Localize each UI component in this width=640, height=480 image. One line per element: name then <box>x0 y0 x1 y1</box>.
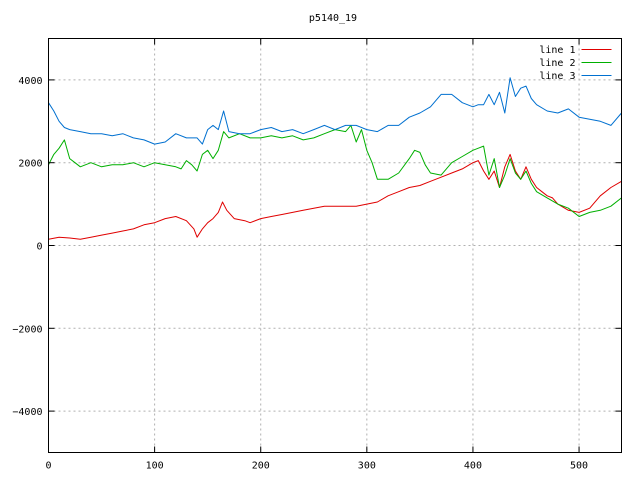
legend-label-1: line 1 <box>539 45 575 56</box>
y-tick-label: 0 <box>36 242 42 253</box>
series-line-2 <box>48 124 622 217</box>
x-tick-label: 200 <box>252 461 270 472</box>
x-tick-label: 300 <box>358 461 376 472</box>
y-tick-label: −4000 <box>12 407 42 418</box>
y-tick-label: 4000 <box>18 76 42 87</box>
x-tick-label: 500 <box>570 461 588 472</box>
legend-label-3: line 3 <box>539 71 575 82</box>
chart-title: p5140_19 <box>309 13 357 24</box>
legend: line 1 line 2 line 3 <box>539 45 612 82</box>
legend-label-2: line 2 <box>539 58 575 69</box>
y-tick-label: 2000 <box>18 159 42 170</box>
series-line-3 <box>48 77 622 145</box>
series-line-1 <box>48 153 622 240</box>
x-tick-label: 400 <box>464 461 482 472</box>
ticks: 0 100 200 300 400 500 −4000 −2000 0 2000 4000 <box>12 38 622 472</box>
x-tick-label: 0 <box>45 461 51 472</box>
series-layer <box>48 77 622 240</box>
grid <box>48 38 622 453</box>
x-tick-label: 100 <box>146 461 164 472</box>
y-tick-label: −2000 <box>12 324 42 335</box>
